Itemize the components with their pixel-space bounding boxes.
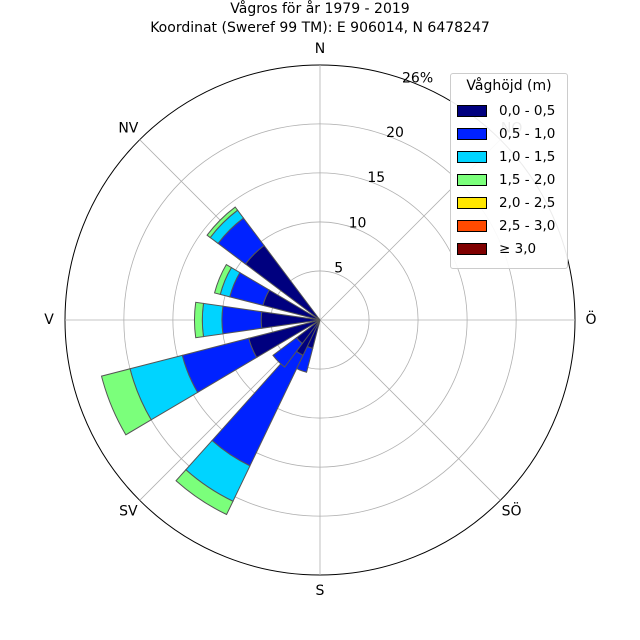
direction-label-2: Ö xyxy=(585,310,596,328)
wedge-4-0 xyxy=(260,311,321,329)
wedge-1-3 xyxy=(175,469,234,516)
wedge-4-1 xyxy=(221,305,263,335)
direction-label-3: SÖ xyxy=(502,502,522,520)
radial-tick-label-0: 5 xyxy=(334,261,343,277)
legend-item-0: 0,0 - 0,5 xyxy=(457,99,561,122)
wedge-5-3 xyxy=(213,263,233,295)
legend-swatch-3 xyxy=(457,173,487,186)
radial-tick-label-3: 20 xyxy=(386,125,404,141)
grid-spoke xyxy=(319,319,501,501)
legend-label-2: 1,0 - 1,5 xyxy=(499,148,556,165)
legend-label-1: 0,5 - 1,0 xyxy=(499,125,556,142)
legend-swatch-0 xyxy=(457,104,487,117)
legend-item-4: 2,0 - 2,5 xyxy=(457,191,561,214)
legend-item-1: 0,5 - 1,0 xyxy=(457,122,561,145)
legend-swatch-6 xyxy=(457,242,487,255)
radial-tick-label-4: 26% xyxy=(402,70,433,86)
legend-label-0: 0,0 - 0,5 xyxy=(499,102,556,119)
direction-label-4: S xyxy=(316,583,325,599)
direction-label-5: SV xyxy=(119,504,138,520)
legend-title: Våghöjd (m) xyxy=(466,78,552,94)
legend-swatch-2 xyxy=(457,150,487,163)
legend: Våghöjd (m) 0,0 - 0,5 0,5 - 1,0 1,0 - 1,5 1… xyxy=(450,73,568,269)
chart-title: Vågros för år 1979 - 2019 xyxy=(230,1,410,17)
legend-item-3: 1,5 - 2,0 xyxy=(457,168,561,191)
wedge-3-3 xyxy=(100,368,152,436)
legend-item-2: 1,0 - 1,5 xyxy=(457,145,561,168)
direction-label-6: V xyxy=(44,312,54,328)
legend-swatch-5 xyxy=(457,219,487,232)
direction-label-7: NV xyxy=(118,120,138,136)
wedge-4-2 xyxy=(201,302,224,338)
legend-label-4: 2,0 - 2,5 xyxy=(499,194,556,211)
chart-subtitle: Koordinat (Sweref 99 TM): E 906014, N 64… xyxy=(150,20,490,36)
legend-item-6: ≥ 3,0 xyxy=(457,237,561,260)
legend-label-6: ≥ 3,0 xyxy=(499,240,537,257)
radial-tick-label-1: 10 xyxy=(349,215,367,231)
legend-swatch-1 xyxy=(457,127,487,140)
legend-item-5: 2,5 - 3,0 xyxy=(457,214,561,237)
wedge-4-3 xyxy=(193,301,205,339)
legend-label-3: 1,5 - 2,0 xyxy=(499,171,556,188)
legend-label-5: 2,5 - 3,0 xyxy=(499,217,556,234)
wedge-2-1 xyxy=(272,336,304,368)
legend-swatch-4 xyxy=(457,196,487,209)
radial-tick-label-2: 15 xyxy=(367,170,385,186)
wedge-6-3 xyxy=(206,206,239,239)
direction-label-0: N xyxy=(315,41,325,57)
